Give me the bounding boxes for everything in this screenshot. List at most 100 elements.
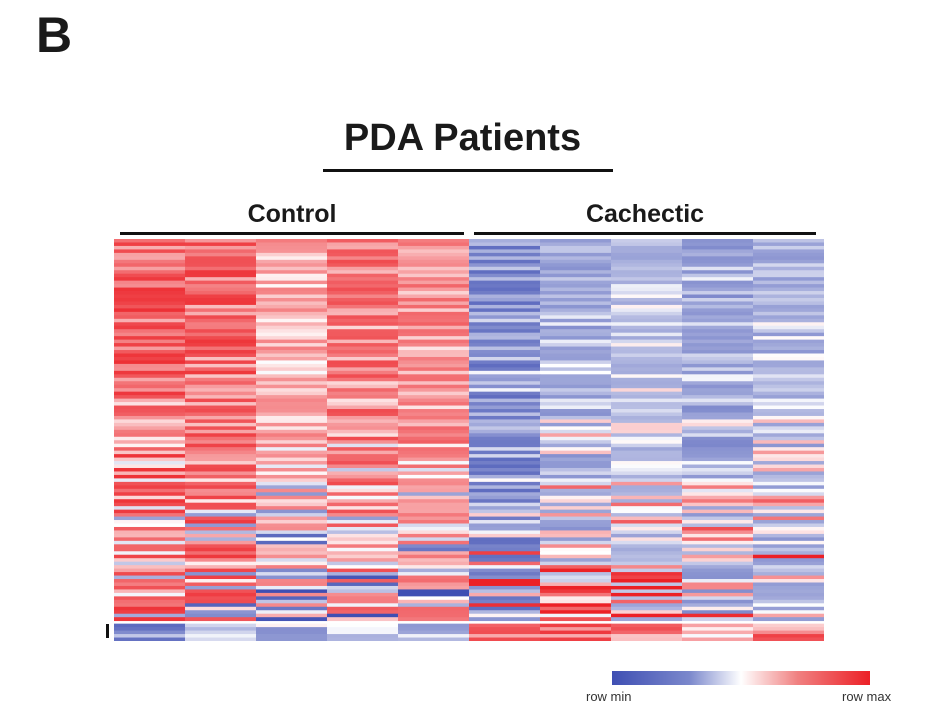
heatmap-cell [327, 412, 399, 417]
heatmap-cell [327, 270, 399, 275]
heatmap-cell [469, 384, 541, 389]
heatmap-cell [185, 329, 257, 334]
heatmap-cell [185, 623, 257, 628]
heatmap-cell [327, 402, 399, 406]
heatmap-cell [753, 443, 824, 448]
heatmap-cell [256, 356, 328, 361]
heatmap-cell [540, 291, 612, 295]
heatmap-cell [469, 412, 541, 417]
heatmap-cell [327, 405, 399, 410]
heatmap-cell [327, 599, 399, 604]
heatmap-cell [540, 513, 612, 517]
heatmap-cell [398, 277, 470, 282]
heatmap-cell [256, 613, 328, 618]
color-scale-max-label: row max [842, 689, 892, 704]
heatmap-cell [611, 301, 683, 306]
heatmap-cell [469, 526, 541, 531]
heatmap-cell [540, 315, 612, 320]
heatmap-cell [327, 370, 399, 375]
heatmap-cell [753, 301, 824, 306]
heatmap-cell [540, 370, 612, 375]
heatmap-cell [398, 554, 470, 559]
heatmap-cell [114, 398, 186, 403]
heatmap-cell [327, 471, 399, 476]
heatmap-cell [682, 426, 754, 431]
heatmap-cell [611, 526, 683, 531]
heatmap-cell [114, 419, 186, 424]
heatmap-cell [682, 603, 754, 608]
heatmap-cell [469, 627, 541, 631]
heatmap-cell [327, 384, 399, 389]
heatmap-cell [185, 325, 257, 330]
heatmap-cell [753, 356, 824, 361]
heatmap-cell [682, 592, 754, 597]
heatmap-cell [540, 412, 612, 417]
heatmap-cell [753, 530, 824, 535]
heatmap-cell [682, 277, 754, 282]
heatmap-cell [256, 405, 328, 410]
heatmap-cell [185, 617, 257, 622]
heatmap-cell [469, 329, 541, 334]
heatmap-cell [753, 409, 824, 413]
heatmap-cell [398, 405, 470, 410]
heatmap-cell [611, 603, 683, 608]
heatmap-cell [114, 363, 186, 368]
heatmap-cell [114, 350, 186, 354]
heatmap-cell [327, 436, 399, 441]
heatmap-cell [611, 599, 683, 604]
heatmap-cell [540, 339, 612, 344]
heatmap-cell [753, 436, 824, 441]
heatmap-cell [682, 405, 754, 410]
heatmap-cell [540, 579, 612, 583]
heatmap-cell [327, 513, 399, 517]
heatmap-cell [327, 294, 399, 299]
heatmap-cell [185, 613, 257, 618]
heatmap-cell [114, 603, 186, 608]
heatmap-cell [256, 325, 328, 330]
heatmap-cell [469, 325, 541, 330]
heatmap-cell [398, 464, 470, 469]
heatmap-cell [256, 481, 328, 486]
heatmap-cell [469, 304, 541, 309]
heatmap-cell [327, 461, 399, 465]
heatmap-cell [469, 360, 541, 365]
heatmap-cell [611, 370, 683, 375]
heatmap-cell [185, 339, 257, 344]
heatmap-cell [682, 304, 754, 309]
heatmap-cell [540, 526, 612, 531]
heatmap-cell [114, 572, 186, 576]
heatmap-cell [682, 447, 754, 452]
heatmap-cell [753, 523, 824, 528]
heatmap-cell [611, 630, 683, 635]
heatmap-cell [682, 308, 754, 313]
heatmap-cell [540, 447, 612, 452]
heatmap-cell [327, 544, 399, 549]
heatmap-cell [611, 402, 683, 406]
heatmap-cell [327, 627, 399, 631]
heatmap-cell [256, 499, 328, 504]
heatmap-cell [469, 402, 541, 406]
heatmap-cell [185, 485, 257, 490]
heatmap-cell [611, 343, 683, 347]
heatmap-cell [540, 256, 612, 261]
heatmap-cell [256, 415, 328, 420]
heatmap-cell [469, 443, 541, 448]
heatmap-cell [398, 297, 470, 302]
heatmap-cell [185, 454, 257, 458]
heatmap-cell [682, 339, 754, 344]
heatmap-cell [398, 499, 470, 504]
heatmap-cell [398, 384, 470, 389]
heatmap-cell [611, 495, 683, 500]
heatmap-cell [611, 381, 683, 386]
heatmap-cell [398, 530, 470, 535]
heatmap-cell [753, 561, 824, 566]
heatmap-cell [185, 266, 257, 271]
heatmap-cell [682, 461, 754, 465]
heatmap-cell [469, 513, 541, 517]
heatmap-cell [185, 551, 257, 556]
heatmap-cell [398, 443, 470, 448]
heatmap-cell [753, 291, 824, 295]
heatmap-cell [185, 343, 257, 347]
heatmap-cell [469, 370, 541, 375]
heatmap-cell [398, 447, 470, 452]
